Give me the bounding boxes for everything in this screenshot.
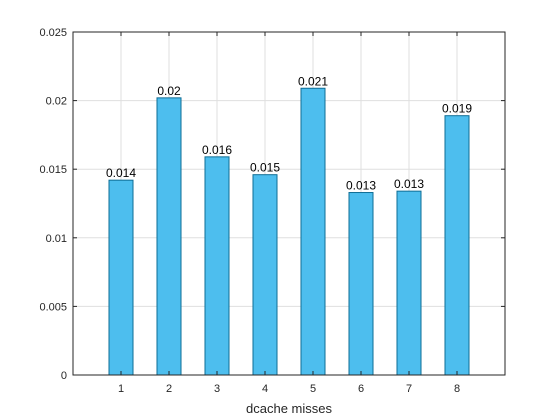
y-tick-label: 0.025: [39, 27, 67, 39]
plot-area-frame: [72, 31, 506, 376]
bar-value-label: 0.015: [250, 161, 280, 175]
bar-value-label: 0.019: [442, 102, 472, 116]
bar: [348, 192, 374, 376]
data-labels: 0.014 0.02 0.016 0.015 0.021 0.013 0.013 0.019: [106, 74, 472, 192]
x-axis-label: dcache misses: [246, 401, 332, 416]
bar-value-label: 0.013: [346, 179, 376, 193]
bar: [396, 190, 422, 376]
y-tick-label: 0: [61, 370, 67, 382]
y-tick-label: 0.02: [46, 96, 67, 108]
y-tick-label: 0.01: [46, 233, 67, 245]
y-tick-label: 0.015: [39, 164, 67, 176]
bar-value-label: 0.02: [157, 84, 181, 98]
bar-value-label: 0.013: [394, 177, 424, 191]
bar: [204, 156, 230, 376]
bar: [444, 115, 470, 376]
bars: [108, 87, 470, 376]
x-tick-label: 2: [166, 383, 172, 395]
bar-value-label: 0.016: [202, 143, 232, 157]
bar: [252, 174, 278, 376]
bar-value-label: 0.014: [106, 166, 136, 180]
x-tick-label: 4: [262, 383, 268, 395]
bar: [108, 179, 134, 376]
x-tick-label: 7: [406, 383, 412, 395]
x-tick-label: 8: [454, 383, 460, 395]
axis-ticks: 0 0.005 0.01 0.015 0.02 0.025 1 2 3 4 5 6 7 8: [39, 27, 505, 395]
y-tick-label: 0.005: [39, 301, 67, 313]
bar: [156, 97, 182, 376]
x-tick-label: 3: [214, 383, 220, 395]
bar: [300, 87, 326, 376]
bar-value-label: 0.021: [298, 74, 328, 88]
x-tick-label: 5: [310, 383, 316, 395]
x-tick-label: 1: [118, 383, 124, 395]
x-tick-label: 6: [358, 383, 364, 395]
